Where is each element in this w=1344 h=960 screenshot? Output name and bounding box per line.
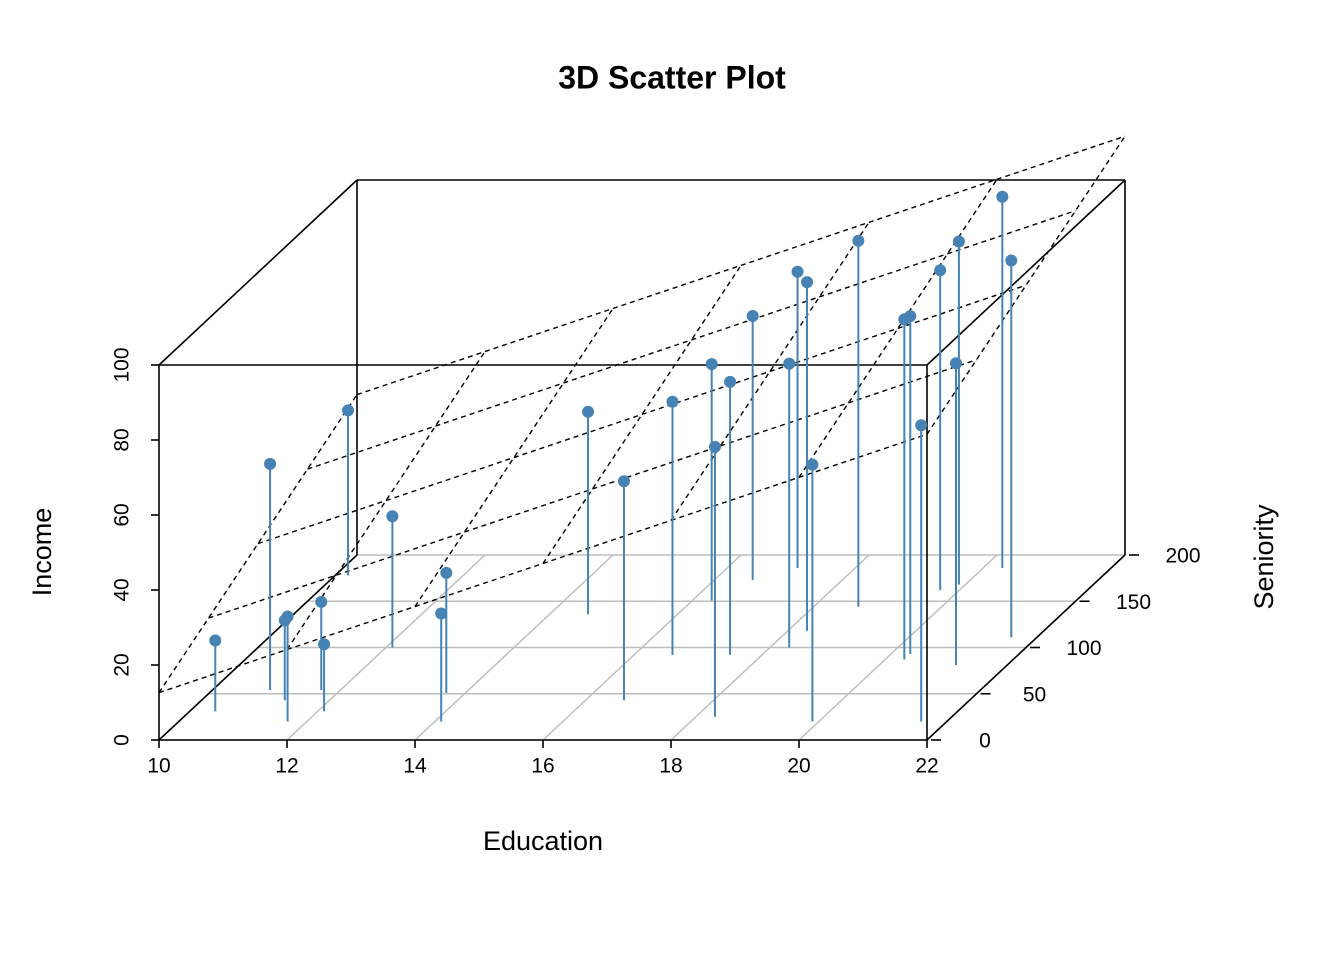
z-tick-label: 100 — [111, 347, 134, 382]
point — [582, 405, 595, 418]
z-axis-label: Income — [27, 508, 57, 597]
point — [318, 638, 331, 651]
x-axis-label: Education — [483, 826, 603, 856]
y-tick-label: 150 — [1116, 591, 1151, 614]
x-tick-label: 10 — [147, 755, 170, 778]
plane-line — [307, 210, 1076, 470]
y-tick-label: 50 — [1023, 683, 1046, 706]
plane-line — [208, 359, 977, 619]
plane-line — [158, 394, 358, 694]
y-axis-label: Seniority — [1249, 504, 1279, 610]
point — [952, 235, 965, 248]
point — [209, 634, 222, 647]
box-edge — [158, 179, 358, 366]
plane-line — [356, 135, 1126, 396]
z-tick-label: 60 — [111, 503, 134, 526]
point — [934, 264, 947, 277]
plane-line — [257, 284, 1027, 545]
y-tick-label: 100 — [1066, 637, 1101, 660]
point — [801, 276, 814, 289]
plane-line — [926, 135, 1126, 435]
point — [783, 357, 796, 370]
z-tick-label: 80 — [111, 428, 134, 451]
point — [666, 395, 679, 408]
point — [904, 310, 917, 323]
plane-line — [798, 178, 998, 478]
box-edge — [158, 554, 358, 741]
point — [264, 457, 277, 470]
x-tick-label: 12 — [275, 755, 298, 778]
plane-line — [542, 265, 742, 564]
x-tick-label: 20 — [787, 755, 810, 778]
box-edge — [926, 179, 1126, 366]
point — [435, 607, 448, 620]
y-tick-label: 200 — [1165, 545, 1200, 568]
x-tick-label: 16 — [531, 755, 554, 778]
z-tick-label: 0 — [111, 734, 134, 746]
z-tick-label: 40 — [111, 578, 134, 601]
point — [949, 357, 962, 370]
point — [386, 510, 399, 523]
plane-line — [286, 351, 486, 650]
x-tick-label: 14 — [403, 755, 427, 778]
point — [342, 404, 355, 417]
chart-title: 3D Scatter Plot — [558, 59, 786, 95]
y-tick-label: 0 — [979, 730, 991, 753]
point — [440, 566, 453, 579]
point — [617, 475, 630, 488]
z-tick-label: 20 — [111, 653, 134, 676]
point — [746, 309, 759, 322]
point — [806, 458, 819, 471]
point — [278, 614, 291, 627]
point — [315, 595, 328, 608]
point — [1005, 254, 1018, 267]
point — [705, 358, 718, 371]
point — [791, 265, 804, 278]
x-tick-label: 18 — [659, 755, 682, 778]
x-tick-label: 22 — [915, 755, 938, 778]
plane-line — [670, 221, 870, 521]
point — [852, 234, 865, 247]
point — [996, 190, 1009, 203]
box-edge — [926, 554, 1126, 741]
point — [724, 375, 737, 388]
point — [915, 419, 928, 432]
plane-line — [414, 308, 614, 607]
